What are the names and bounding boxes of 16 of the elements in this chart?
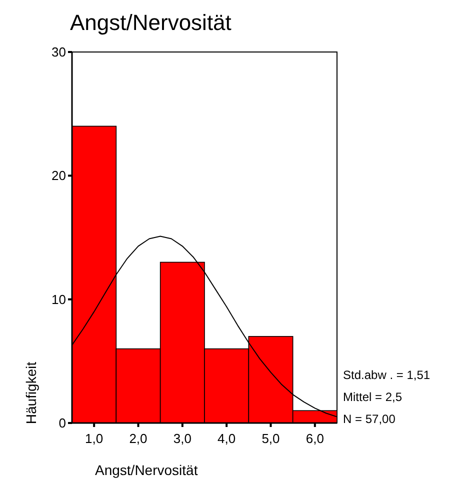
text: Std.abw . = 1,51 [343, 368, 430, 382]
chart-title: Angst/Nervosität [70, 10, 232, 35]
x-tick-label: 2,0 [129, 431, 148, 446]
x-axis-title: Angst/Nervosität [95, 462, 198, 478]
x-tick-label: 1,0 [85, 431, 104, 446]
y-tick-label: 30 [52, 44, 66, 60]
x-tick-label: 5,0 [262, 431, 280, 446]
x-tick-label: 4,0 [218, 431, 236, 446]
x-tick-label: 6,0 [306, 431, 324, 446]
y-tick-label: 10 [52, 292, 66, 307]
y-axis-title: Häufigkeit [23, 362, 39, 424]
y-tick-label: 20 [52, 168, 66, 184]
y-tick-label: 0 [58, 416, 66, 431]
x-tick-label: 3,0 [173, 431, 192, 446]
text: Mittel = 2,5 [343, 390, 402, 404]
text: N = 57,00 [343, 412, 396, 426]
